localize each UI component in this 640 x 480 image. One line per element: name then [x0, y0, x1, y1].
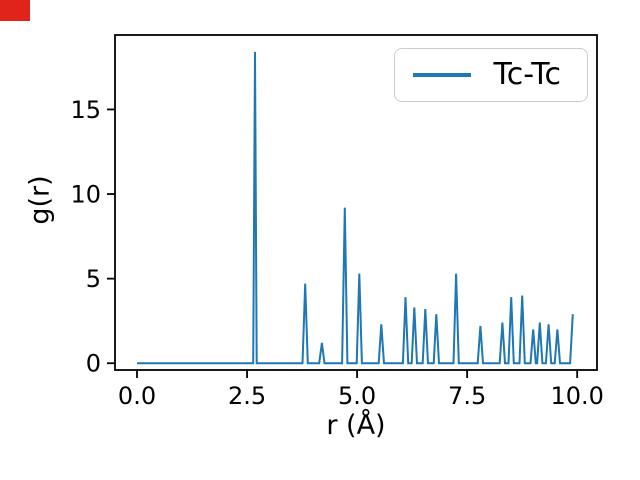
y-axis-label: g(r)	[24, 175, 56, 225]
x-tick-label: 5.0	[338, 382, 376, 410]
x-tick-label: 7.5	[448, 382, 486, 410]
top-left-red-badge	[0, 0, 30, 21]
axes-frame	[114, 34, 598, 371]
y-tick-label: 5	[86, 265, 101, 293]
x-tick-label: 0.0	[118, 382, 156, 410]
y-tick-label: 0	[86, 350, 101, 378]
legend-label: Tc-Tc	[493, 57, 561, 92]
y-tick-label: 10	[70, 181, 101, 209]
x-axis-label: r (Å)	[326, 410, 386, 441]
legend-line-swatch	[413, 73, 472, 77]
y-tick-label: 15	[70, 96, 101, 124]
x-tick-label: 10.0	[550, 382, 603, 410]
x-tick-label: 2.5	[228, 382, 266, 410]
legend: Tc-Tc	[394, 48, 588, 102]
rdf-line	[137, 51, 574, 365]
